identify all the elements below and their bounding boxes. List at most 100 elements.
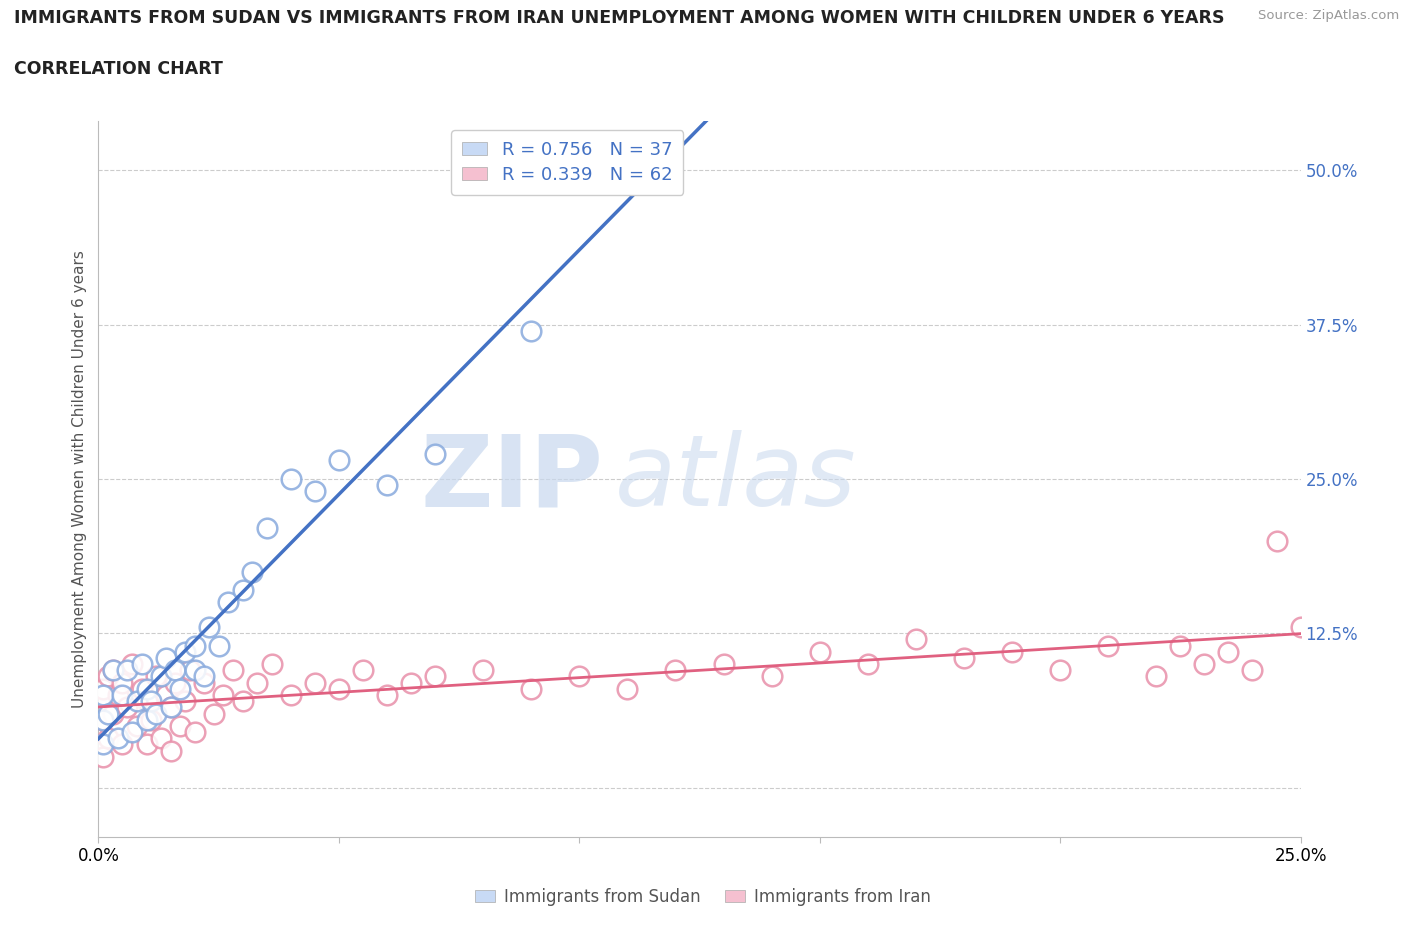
Point [174, 644, 197, 659]
Legend: R = 0.756   N = 37, R = 0.339   N = 62: R = 0.756 N = 37, R = 0.339 N = 62 [451, 130, 683, 194]
Point [149, 731, 172, 746]
Point [280, 472, 302, 486]
Y-axis label: Unemployment Among Women with Children Under 6 years: Unemployment Among Women with Children U… [72, 250, 87, 708]
Point [664, 663, 686, 678]
Point [101, 663, 124, 678]
Point [165, 675, 187, 690]
Point [202, 706, 225, 721]
Point [121, 657, 143, 671]
Point [1049, 663, 1071, 678]
Point [97, 669, 120, 684]
Point [1241, 663, 1264, 678]
Point [904, 632, 927, 647]
Point [520, 682, 543, 697]
Point [328, 453, 350, 468]
Point [1289, 619, 1312, 634]
Point [1194, 657, 1216, 671]
Point [159, 743, 181, 758]
Point [97, 706, 120, 721]
Point [179, 663, 201, 678]
Point [107, 687, 129, 702]
Point [953, 651, 976, 666]
Point [145, 669, 167, 684]
Point [135, 694, 157, 709]
Point [155, 687, 177, 702]
Point [808, 644, 831, 659]
Point [399, 675, 422, 690]
Point [1144, 669, 1167, 684]
Point [174, 694, 197, 709]
Point [117, 663, 139, 678]
Point [131, 682, 153, 697]
Point [125, 719, 148, 734]
Point [91, 737, 114, 751]
Point [592, 163, 614, 178]
Point [568, 669, 591, 684]
Point [149, 669, 172, 684]
Point [111, 675, 134, 690]
Point [193, 669, 215, 684]
Point [169, 682, 191, 697]
Point [713, 657, 735, 671]
Point [260, 657, 283, 671]
Point [135, 682, 157, 697]
Point [212, 687, 235, 702]
Point [256, 521, 278, 536]
Point [217, 595, 239, 610]
Point [159, 700, 181, 715]
Point [1265, 533, 1288, 548]
Point [159, 700, 181, 715]
Point [304, 675, 326, 690]
Point [145, 706, 167, 721]
Point [183, 638, 205, 653]
Point [91, 682, 114, 697]
Point [472, 663, 495, 678]
Text: ZIP: ZIP [420, 431, 603, 527]
Point [1218, 644, 1240, 659]
Point [232, 582, 254, 597]
Point [240, 565, 263, 579]
Point [135, 712, 157, 727]
Point [375, 687, 398, 702]
Point [856, 657, 879, 671]
Point [1001, 644, 1024, 659]
Point [101, 663, 124, 678]
Point [232, 694, 254, 709]
Point [101, 706, 124, 721]
Point [222, 663, 245, 678]
Point [165, 663, 187, 678]
Point [198, 619, 221, 634]
Point [193, 675, 215, 690]
Point [141, 694, 163, 709]
Point [125, 694, 148, 709]
Point [97, 731, 120, 746]
Point [304, 484, 326, 498]
Point [91, 712, 114, 727]
Legend: Immigrants from Sudan, Immigrants from Iran: Immigrants from Sudan, Immigrants from I… [468, 881, 938, 912]
Text: IMMIGRANTS FROM SUDAN VS IMMIGRANTS FROM IRAN UNEMPLOYMENT AMONG WOMEN WITH CHIL: IMMIGRANTS FROM SUDAN VS IMMIGRANTS FROM… [14, 9, 1225, 27]
Point [141, 712, 163, 727]
Point [520, 324, 543, 339]
Text: Source: ZipAtlas.com: Source: ZipAtlas.com [1258, 9, 1399, 22]
Text: atlas: atlas [616, 431, 858, 527]
Point [280, 687, 302, 702]
Point [91, 712, 114, 727]
Point [208, 638, 231, 653]
Point [183, 724, 205, 739]
Point [1097, 638, 1119, 653]
Point [423, 669, 446, 684]
Point [107, 731, 129, 746]
Point [1170, 638, 1192, 653]
Point [121, 724, 143, 739]
Point [117, 700, 139, 715]
Point [761, 669, 783, 684]
Point [328, 682, 350, 697]
Point [169, 719, 191, 734]
Point [375, 478, 398, 493]
Point [423, 446, 446, 461]
Point [131, 657, 153, 671]
Point [135, 737, 157, 751]
Point [91, 750, 114, 764]
Text: CORRELATION CHART: CORRELATION CHART [14, 60, 224, 78]
Point [155, 651, 177, 666]
